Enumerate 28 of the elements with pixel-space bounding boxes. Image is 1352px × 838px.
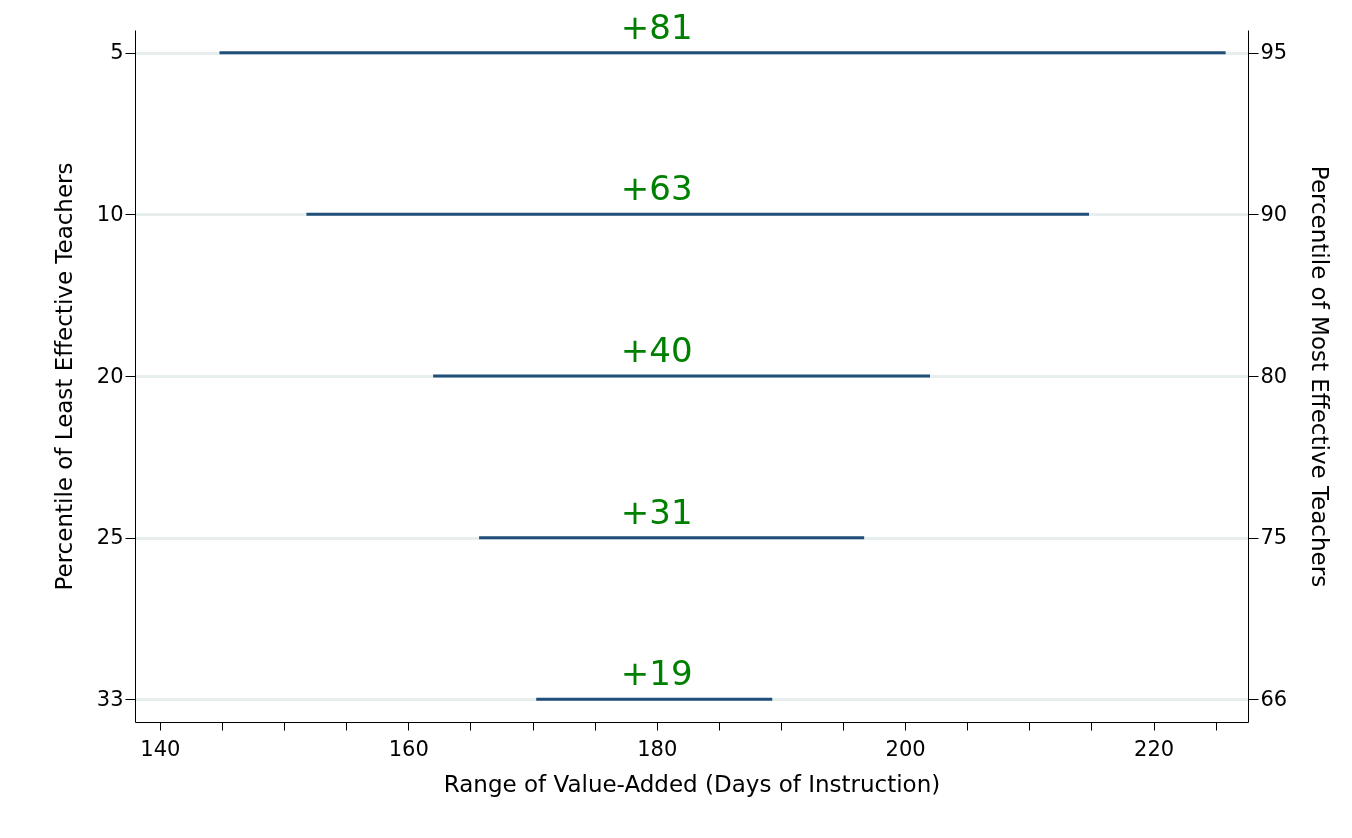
- bar: [536, 697, 773, 701]
- data-label: +40: [620, 330, 693, 370]
- y2-tick-label: 80: [1260, 363, 1288, 388]
- data-label: +81: [620, 6, 693, 47]
- y-tick-label: 5: [110, 40, 124, 65]
- bar: [433, 374, 930, 378]
- x-tick-label: 200: [885, 736, 926, 761]
- data-label: +19: [620, 653, 693, 694]
- y-axis-title: Percentile of Least Effective Teachers: [50, 162, 77, 591]
- y2-tick-label: 95: [1260, 40, 1288, 65]
- y-tick-label: 33: [96, 686, 124, 711]
- data-label: +31: [620, 491, 693, 532]
- x-tick-label: 180: [637, 736, 678, 761]
- bar: [479, 536, 865, 540]
- x-tick-label: 220: [1134, 736, 1175, 761]
- y-tick-label: 25: [96, 525, 124, 550]
- y2-axis-title: Percentile of Most Effective Teachers: [1307, 165, 1334, 588]
- x-axis-title: Range of Value-Added (Days of Instruction): [443, 770, 941, 797]
- y2-tick-label: 66: [1260, 686, 1288, 711]
- y-tick-label: 20: [96, 363, 124, 388]
- y2-tick-label: 75: [1260, 525, 1288, 550]
- x-tick-label: 160: [388, 736, 429, 761]
- y2-tick-label: 90: [1260, 201, 1288, 226]
- bar: [219, 51, 1226, 55]
- x-tick-label: 140: [140, 736, 181, 761]
- y-tick-label: 10: [96, 201, 124, 226]
- data-label: +63: [620, 168, 693, 209]
- bar: [306, 212, 1089, 216]
